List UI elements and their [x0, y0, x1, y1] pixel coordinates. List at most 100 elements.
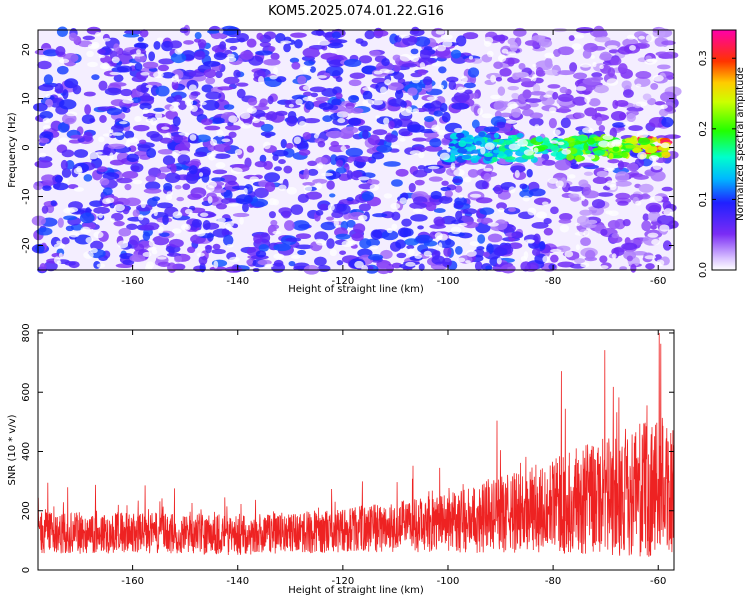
heatmap-cell [500, 264, 516, 274]
colorbar-tick-label: 0.0 [698, 262, 709, 278]
heatmap-cell [638, 183, 654, 193]
heatmap-cell [369, 50, 381, 57]
heatmap-cell [172, 116, 181, 127]
heatmap-cell [290, 32, 307, 38]
heatmap-cell [142, 93, 151, 100]
snr-y-ticks: 0 200 400 600 800 [21, 323, 674, 573]
heatmap-cell [575, 86, 587, 91]
heatmap-cell [93, 231, 104, 239]
heatmap-cell [592, 176, 608, 185]
heatmap-cell [651, 137, 658, 141]
colorbar-tick-label: 0.3 [698, 50, 709, 66]
heatmap-cell [575, 154, 583, 162]
heatmap-cell [573, 34, 585, 39]
heatmap-cell [326, 216, 335, 221]
heatmap-cell [401, 218, 412, 227]
heatmap-cell [631, 250, 648, 256]
colorbar: 0.0 0.1 0.2 0.3 Normalized spectral amplitu… [698, 29, 746, 278]
heatmap-cell [268, 211, 276, 219]
heatmap-cell [271, 262, 286, 273]
x-tick-label: -160 [121, 276, 144, 287]
snr-panel: -160 -140 -120 -100 -80 -60 0 200 400 600 800 Hei… [7, 323, 675, 596]
heatmap-cell [153, 71, 164, 79]
heatmap-cell [650, 170, 666, 182]
snr-y-label: SNR (10 * v/v) [7, 414, 18, 485]
heatmap-cell [471, 119, 480, 129]
heatmap-cell [229, 45, 238, 51]
heatmap-cell [346, 219, 356, 228]
heatmap-cell [153, 107, 165, 112]
heatmap-cell [194, 50, 206, 61]
heatmap-cell [240, 123, 252, 129]
heatmap-cell [138, 214, 144, 221]
heatmap-cell [299, 121, 307, 127]
heatmap-cell [221, 138, 231, 143]
heatmap-cell [440, 186, 451, 192]
heatmap-cell [522, 195, 531, 202]
heatmap-cell [211, 248, 226, 255]
heatmap-cell [327, 42, 344, 49]
heatmap-cell [458, 195, 463, 199]
heatmap-cell [507, 207, 516, 212]
heatmap-cell [226, 56, 237, 63]
heatmap-cell [663, 134, 681, 139]
heatmap-cell [263, 77, 272, 82]
heatmap-cell [58, 137, 69, 145]
heatmap-cell [642, 93, 652, 101]
heatmap-cell [172, 211, 183, 219]
heatmap-cell [121, 106, 128, 113]
heatmap-cell [381, 230, 399, 241]
heatmap-cell [143, 188, 162, 194]
heatmap-cell [345, 147, 363, 157]
heatmap-cell [529, 112, 543, 119]
heatmap-cell [455, 210, 463, 221]
heatmap-cell [659, 224, 670, 232]
heatmap-cell [205, 244, 212, 254]
heatmap-cell [433, 208, 446, 214]
heatmap-cell [607, 67, 616, 78]
heatmap-cell [315, 96, 330, 102]
heatmap-cell [648, 117, 667, 128]
heatmap-cell [607, 141, 616, 148]
heatmap-cell [178, 150, 190, 155]
snr-series-line [38, 332, 674, 557]
heatmap-cell [550, 145, 560, 153]
heatmap-cell [325, 65, 344, 77]
heatmap-cell [355, 38, 364, 44]
heatmap-cell [507, 57, 515, 67]
heatmap-cell [65, 225, 74, 232]
heatmap-cell [483, 36, 494, 45]
heatmap-cell [146, 148, 157, 159]
heatmap-cell [483, 126, 500, 132]
y-tick-label: -10 [21, 188, 32, 204]
heatmap-cell [547, 177, 559, 184]
heatmap-cell [411, 26, 420, 35]
heatmap-cell [567, 185, 585, 192]
heatmap-cell [225, 38, 240, 44]
heatmap-cell [335, 159, 344, 168]
heatmap-cell [124, 197, 141, 207]
heatmap-cell [517, 139, 529, 147]
heatmap-cell [510, 107, 522, 118]
heatmap-cell [253, 234, 263, 244]
heatmap-cell [651, 239, 660, 246]
heatmap-cell [650, 83, 659, 90]
heatmap-cell [335, 233, 351, 240]
heatmap-cell [290, 204, 304, 215]
heatmap-cell [259, 116, 267, 122]
heatmap-cell [145, 175, 156, 183]
heatmap-cell [302, 85, 310, 90]
heatmap-cell [527, 239, 535, 244]
heatmap-cell [132, 179, 143, 185]
heatmap-cell [463, 82, 476, 89]
heatmap-cell [597, 192, 614, 197]
heatmap-cell [246, 145, 255, 153]
heatmap-cell [405, 106, 413, 113]
heatmap-cell [98, 136, 105, 143]
heatmap-cell [41, 205, 49, 214]
heatmap-cell [263, 58, 281, 66]
heatmap-cell [315, 209, 324, 216]
heatmap-cell [264, 263, 274, 268]
heatmap-cell [122, 33, 140, 38]
heatmap-cell [644, 255, 657, 260]
